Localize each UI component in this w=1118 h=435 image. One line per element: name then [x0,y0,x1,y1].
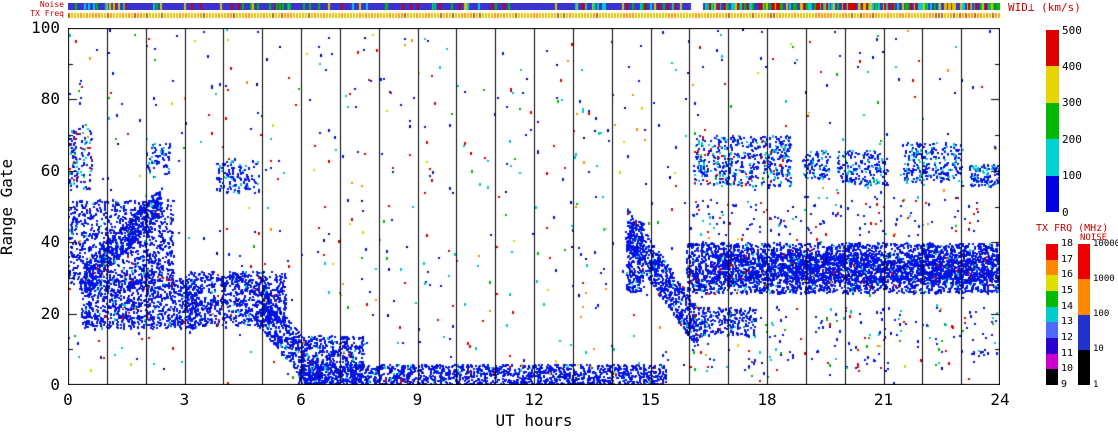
noise-colorbar-tick-label: 10000 [1093,238,1118,249]
txfrq-colorbar-tick-label: 18 [1061,238,1074,249]
x-axis-label: UT hours [495,411,573,430]
y-tick-label: 80 [40,89,60,109]
tx-freq-status-strip [68,12,1000,19]
txfrq-colorbar-segment [1046,259,1058,276]
wid-colorbar-tick-label: 200 [1062,132,1082,146]
wid-colorbar-tick-label: 500 [1062,23,1082,37]
txfrq-colorbar-tick-label: 16 [1061,269,1074,281]
noise-colorbar-segment [1078,279,1090,315]
txfrq-colorbar-tick-label: 12 [1061,332,1074,343]
noise-colorbar-segment [1078,244,1090,280]
wid-colorbar-segment [1046,66,1059,103]
txfrq-colorbar-segment [1046,275,1058,291]
wid-colorbar-tick-label: 100 [1062,169,1082,183]
wid-colorbar-segment [1046,102,1059,140]
txfrq-colorbar-segment [1046,244,1058,260]
txfrq-colorbar-tick-label: 17 [1061,253,1074,265]
txfrq-colorbar-tick-label: 10 [1061,363,1074,375]
txfrq-colorbar-title: TX FRQ (MHz) [1036,223,1109,234]
txfrq-colorbar-segment [1046,353,1058,370]
txfrq-colorbar-tick-label: 11 [1061,347,1074,359]
x-tick-label: 9 [412,390,423,409]
y-tick-label: 100 [31,18,60,37]
wid-colorbar-segment [1046,139,1059,176]
noise-colorbar-tick-label: 1000 [1093,273,1115,284]
y-tick-label: 60 [40,160,60,180]
x-tick-label: 3 [179,390,190,409]
wid-colorbar-segment [1046,175,1059,212]
txfrq-colorbar-tick-label: 15 [1061,285,1074,296]
txfrq-colorbar-tick-label: 13 [1061,316,1074,328]
x-tick-label: 21 [873,390,894,409]
txfrq-colorbar-segment [1046,322,1058,338]
txfrq-colorbar-segment [1046,306,1058,323]
x-tick-label: 6 [296,390,306,409]
wid-colorbar-tick-label: 400 [1062,59,1082,73]
x-tick-label: 15 [640,390,661,409]
tx-freq-strip-label: TX Freq [30,9,64,18]
x-tick-label: 12 [524,390,544,409]
wid-colorbar-title: WID⊥ (km/s) [1008,1,1081,14]
noise-colorbar-segment [1078,349,1090,385]
y-tick-label: 20 [40,303,60,323]
noise-colorbar-title: NOISE [1080,233,1108,243]
txfrq-colorbar-segment [1046,369,1058,385]
noise-status-strip [68,3,1000,10]
txfrq-colorbar-tick-label: 14 [1061,300,1074,312]
wid-colorbar-tick-label: 300 [1062,96,1082,110]
y-tick-label: 40 [40,232,60,252]
wid-colorbar-segment [1046,30,1059,67]
noise-strip-label: Noise [39,0,64,9]
txfrq-colorbar-segment [1046,291,1058,307]
noise-colorbar-segment [1078,314,1090,350]
wid-colorbar-tick-label: 0 [1062,205,1069,219]
x-tick-label: 24 [990,390,1010,409]
x-tick-label: 18 [757,390,777,409]
txfrq-colorbar-tick-label: 9 [1061,379,1068,390]
range-time-intensity-plot [68,28,1000,385]
y-tick-label: 0 [50,375,60,394]
noise-colorbar-tick-label: 1 [1093,379,1099,390]
txfrq-colorbar-segment [1046,338,1058,354]
noise-colorbar-tick-label: 10 [1093,344,1104,355]
noise-colorbar-tick-label: 100 [1093,309,1110,319]
x-tick-label: 0 [63,390,73,409]
